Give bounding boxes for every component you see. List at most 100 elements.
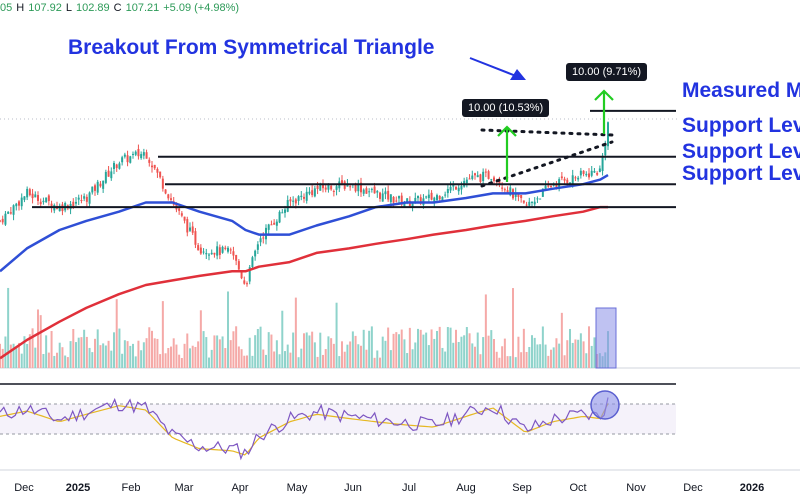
volume-bar <box>83 329 86 368</box>
volume-bar <box>398 334 400 368</box>
volume-bar <box>579 333 582 368</box>
candle-body <box>433 197 436 203</box>
candle-body <box>99 183 102 187</box>
candle-body <box>327 184 330 190</box>
candle-body <box>563 178 566 181</box>
x-tick-label: Dec <box>14 482 34 494</box>
volume-bar <box>495 351 498 368</box>
candle-body <box>471 175 474 179</box>
candle-body <box>194 231 197 245</box>
candle-body <box>140 154 143 159</box>
candle-body <box>528 201 531 206</box>
candle-body <box>75 201 77 204</box>
candle-body <box>449 186 452 191</box>
volume-bar <box>322 354 324 368</box>
candle-body <box>159 171 162 178</box>
volume-bar <box>202 331 205 368</box>
candle-body <box>541 188 544 197</box>
volume-bar <box>493 339 495 368</box>
volume-bar <box>50 331 53 368</box>
candle-body <box>80 199 83 201</box>
volume-bar <box>563 355 566 368</box>
candle-body <box>585 173 588 176</box>
volume-bar <box>210 349 213 368</box>
candle-body <box>153 164 156 169</box>
volume-bar <box>262 349 265 368</box>
candle-body <box>134 151 137 155</box>
ma50-line <box>0 174 609 273</box>
candle-body <box>498 179 501 185</box>
volume-bar <box>28 334 31 368</box>
candle-body <box>411 203 414 208</box>
candle-body <box>335 186 338 190</box>
candle-body <box>324 187 327 190</box>
x-tick-label: 2026 <box>739 482 765 494</box>
measured-move-arrow <box>594 89 614 134</box>
volume-bar <box>156 338 159 368</box>
volume-bar <box>460 336 463 368</box>
candle-body <box>50 203 53 209</box>
candle-body <box>395 200 398 202</box>
volume-bar <box>265 354 267 368</box>
volume-bar <box>172 338 175 368</box>
volume-bar <box>406 353 409 368</box>
volume-bar <box>20 353 23 368</box>
candle-body <box>588 173 590 178</box>
volume-bar <box>69 341 72 368</box>
volume-bar <box>151 330 153 368</box>
volume-bar <box>430 329 433 368</box>
candle-body <box>4 213 7 225</box>
candle-body <box>96 181 99 193</box>
volume-bar <box>189 348 191 368</box>
volume-bar <box>216 335 219 368</box>
candle-body <box>438 195 441 200</box>
x-tick-label: Sep <box>512 482 532 494</box>
candle-body <box>531 201 533 203</box>
candle-body <box>487 171 490 179</box>
triangle-upper-line <box>480 128 614 137</box>
volume-bar <box>539 344 542 368</box>
volume-bar <box>77 337 80 368</box>
volume-bar <box>433 338 436 368</box>
candle-body <box>26 188 29 198</box>
volume-bar <box>471 343 474 368</box>
volume-bar <box>99 345 102 368</box>
volume-bar <box>227 291 229 368</box>
candle-body <box>427 194 430 199</box>
candle-body <box>365 188 368 194</box>
volume-bar <box>229 340 232 368</box>
candle-body <box>246 283 248 285</box>
volume-bar <box>569 328 571 368</box>
candle-body <box>39 201 42 205</box>
volume-bar <box>132 343 134 368</box>
candle-body <box>522 200 525 203</box>
volume-bar <box>294 297 297 368</box>
candle-body <box>387 190 390 200</box>
volume-bar <box>18 342 20 368</box>
candle-body <box>148 159 151 163</box>
volume-bar <box>170 346 172 368</box>
volume-bar <box>357 344 360 368</box>
candle-body <box>199 247 202 254</box>
candle-body <box>278 211 281 223</box>
volume-bar <box>308 335 311 368</box>
candle-body <box>161 178 164 189</box>
volume-bar <box>37 309 39 368</box>
volume-bar <box>474 346 476 368</box>
candle-body <box>560 176 563 179</box>
candle-body <box>436 195 438 201</box>
volume-bar <box>178 354 181 368</box>
volume-bar <box>254 335 257 368</box>
candle-body <box>47 195 50 202</box>
volume-bar <box>403 339 406 368</box>
volume-bar <box>137 340 140 368</box>
volume-bar <box>571 342 574 368</box>
candle-body <box>381 193 384 202</box>
candle-body <box>506 190 509 194</box>
volume-bar <box>161 301 164 368</box>
volume-bar <box>446 327 449 368</box>
volume-bar <box>479 354 482 368</box>
candle-body <box>121 157 124 163</box>
volume-bar <box>213 335 216 368</box>
